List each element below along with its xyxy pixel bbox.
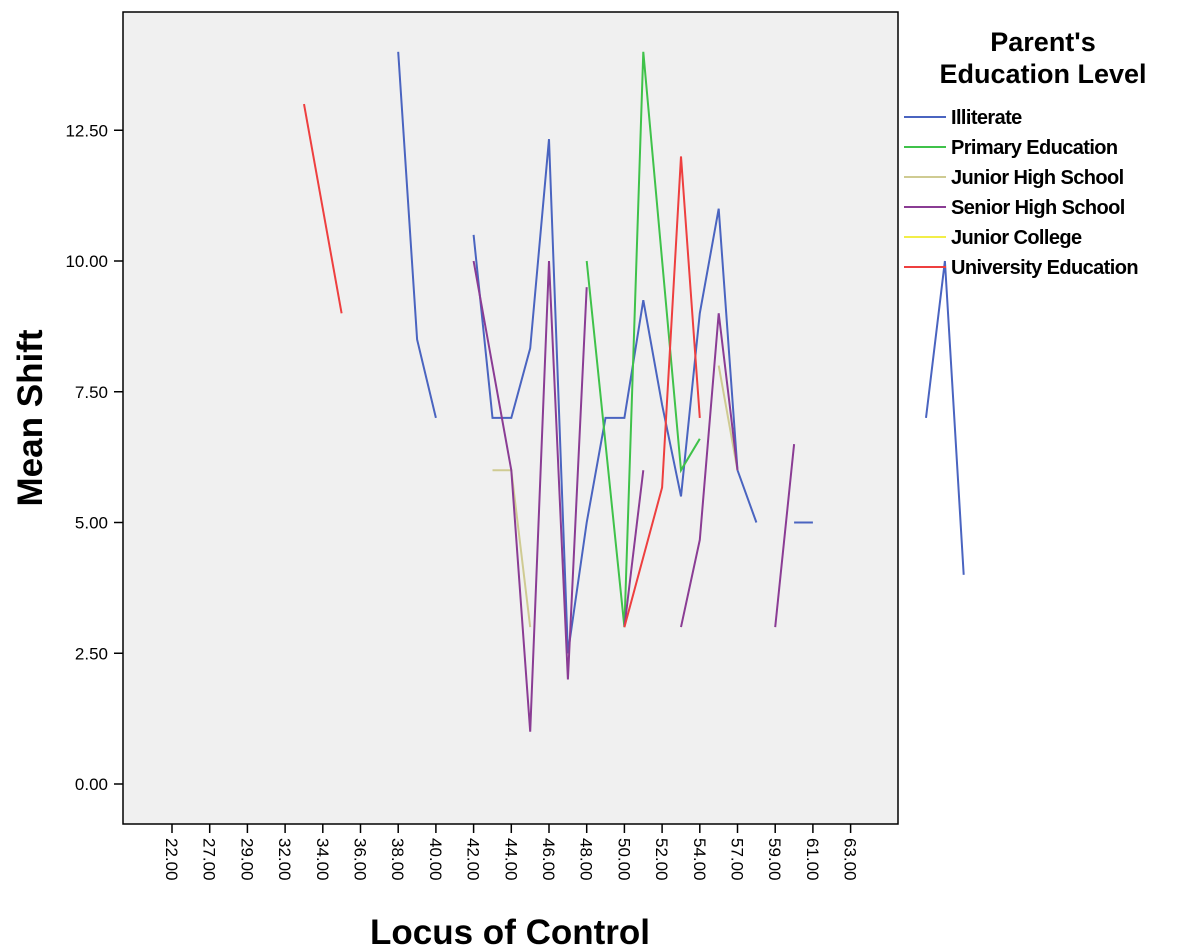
x-tick-label: 32.00 — [275, 838, 294, 881]
y-tick-label: 7.50 — [75, 383, 108, 402]
x-tick-label: 34.00 — [313, 838, 332, 881]
legend-label: Illiterate — [951, 107, 1022, 129]
x-tick-label: 44.00 — [501, 838, 520, 881]
y-tick-label: 12.50 — [65, 121, 108, 140]
y-tick-label: 0.00 — [75, 775, 108, 794]
series-line-senior-high-school — [774, 443, 796, 628]
legend-label: Senior High School — [951, 197, 1125, 219]
x-tick-label: 59.00 — [765, 838, 784, 881]
x-tick-label: 50.00 — [614, 838, 633, 881]
legend-label: University Education — [951, 257, 1138, 279]
series-line-illiterate — [925, 260, 965, 575]
x-tick-label: 22.00 — [162, 838, 181, 881]
x-tick-label: 48.00 — [577, 838, 596, 881]
series-lines — [303, 51, 965, 732]
x-tick-label: 46.00 — [539, 838, 558, 881]
series-line-university-education — [303, 103, 343, 314]
legend: Parent's Education Level Illiterate Prima… — [904, 27, 1147, 279]
series-line-junior-high-school — [717, 365, 739, 471]
series-line-primary-education — [585, 51, 701, 628]
series-line-illiterate — [397, 51, 437, 419]
series-line-senior-high-school — [680, 313, 739, 628]
y-tick-label: 2.50 — [75, 644, 108, 663]
legend-title-line-1: Parent's — [990, 27, 1095, 57]
legend-title-line-2: Education Level — [939, 59, 1146, 89]
y-tick-label: 5.00 — [75, 514, 108, 533]
y-axis-title: Mean Shift — [11, 329, 50, 506]
x-tick-label: 52.00 — [652, 838, 671, 881]
series-line-illiterate — [472, 139, 758, 654]
x-tick-label: 57.00 — [728, 838, 747, 881]
x-tick-label: 54.00 — [690, 838, 709, 881]
x-tick-label: 36.00 — [351, 838, 370, 881]
y-tick-label: 10.00 — [65, 252, 108, 271]
legend-label: Junior College — [951, 227, 1082, 249]
x-tick-label: 61.00 — [803, 838, 822, 881]
x-axis-title: Locus of Control — [370, 913, 650, 949]
series-line-university-education — [623, 156, 701, 628]
legend-label: Junior High School — [951, 167, 1124, 189]
x-tick-label: 27.00 — [200, 838, 219, 881]
x-tick-label: 42.00 — [464, 838, 483, 881]
x-tick-label: 38.00 — [388, 838, 407, 881]
x-tick-label: 63.00 — [841, 838, 860, 881]
x-axis: 22.00 27.00 29.00 32.00 34.00 36.00 38.00 40.00… — [162, 824, 860, 881]
x-tick-label: 29.00 — [237, 838, 256, 881]
series-line-senior-high-school — [472, 260, 588, 732]
x-tick-label: 40.00 — [426, 838, 445, 881]
y-axis: 0.00 2.50 5.00 7.50 10.00 12.50 — [65, 121, 123, 794]
series-line-senior-high-school — [623, 470, 645, 628]
legend-label: Primary Education — [951, 137, 1118, 159]
